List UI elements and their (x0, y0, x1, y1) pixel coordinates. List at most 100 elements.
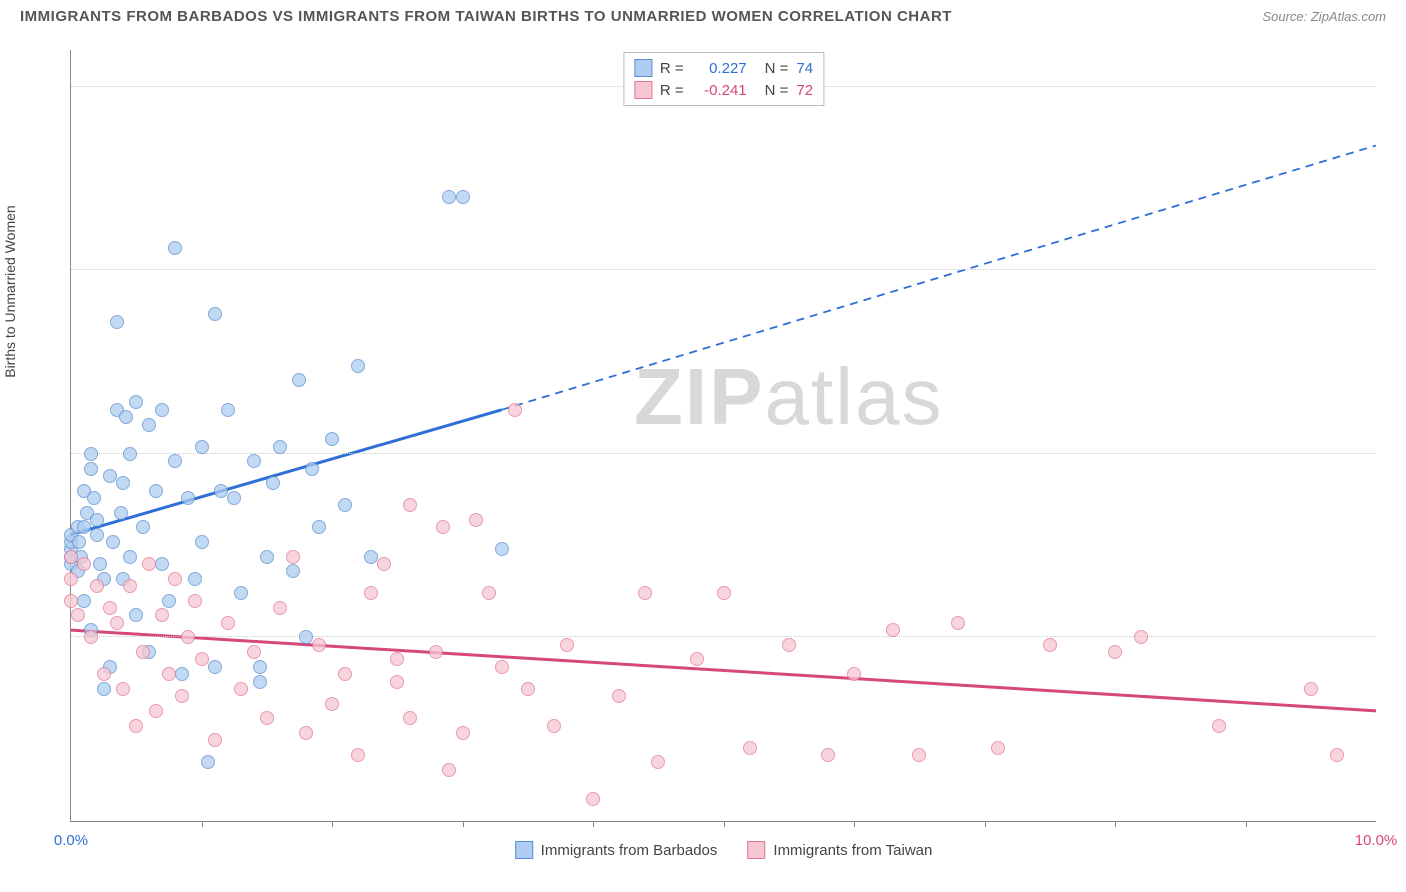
scatter-point (299, 726, 313, 740)
x-minor-tick (463, 821, 464, 827)
scatter-point (162, 594, 176, 608)
r-label: R = (660, 82, 684, 99)
scatter-point (429, 645, 443, 659)
x-minor-tick (593, 821, 594, 827)
scatter-point (77, 557, 91, 571)
scatter-point (90, 528, 104, 542)
scatter-point (142, 557, 156, 571)
scatter-point (403, 498, 417, 512)
scatter-point (273, 440, 287, 454)
scatter-point (292, 373, 306, 387)
scatter-point (149, 704, 163, 718)
x-tick-label: 0.0% (54, 832, 88, 849)
scatter-point (72, 535, 86, 549)
scatter-point (1043, 638, 1057, 652)
scatter-point (495, 542, 509, 556)
scatter-point (325, 697, 339, 711)
scatter-point (912, 748, 926, 762)
scatter-point (1212, 719, 1226, 733)
scatter-point (305, 462, 319, 476)
legend-series-label: Immigrants from Taiwan (773, 842, 932, 859)
scatter-point (234, 682, 248, 696)
scatter-point (110, 315, 124, 329)
plot-area: ZIPatlas R =0.227N =74R =-0.241N =72 Imm… (70, 50, 1376, 822)
scatter-point (129, 395, 143, 409)
scatter-point (260, 711, 274, 725)
scatter-point (886, 623, 900, 637)
scatter-point (338, 667, 352, 681)
trend-lines (71, 50, 1376, 821)
gridline-h (71, 453, 1376, 454)
x-minor-tick (332, 821, 333, 827)
scatter-point (227, 491, 241, 505)
watermark-zip: ZIP (634, 352, 764, 441)
x-minor-tick (985, 821, 986, 827)
scatter-point (508, 403, 522, 417)
scatter-point (188, 594, 202, 608)
scatter-point (77, 520, 91, 534)
watermark: ZIPatlas (634, 351, 943, 443)
scatter-point (951, 616, 965, 630)
scatter-point (221, 403, 235, 417)
scatter-point (116, 682, 130, 696)
legend-swatch (634, 81, 652, 99)
scatter-point (325, 432, 339, 446)
series-legend: Immigrants from Barbados Immigrants from … (515, 841, 933, 859)
scatter-point (168, 454, 182, 468)
scatter-point (208, 733, 222, 747)
scatter-point (495, 660, 509, 674)
scatter-point (175, 689, 189, 703)
scatter-point (123, 550, 137, 564)
r-label: R = (660, 60, 684, 77)
legend-series-item: Immigrants from Taiwan (747, 841, 932, 859)
scatter-point (351, 748, 365, 762)
scatter-point (175, 667, 189, 681)
scatter-point (1108, 645, 1122, 659)
legend-swatch (747, 841, 765, 859)
scatter-point (312, 520, 326, 534)
scatter-point (208, 307, 222, 321)
scatter-point (71, 608, 85, 622)
scatter-point (149, 484, 163, 498)
scatter-point (97, 682, 111, 696)
scatter-point (273, 601, 287, 615)
n-value: 74 (796, 60, 813, 77)
scatter-point (436, 520, 450, 534)
scatter-point (847, 667, 861, 681)
scatter-point (469, 513, 483, 527)
scatter-point (129, 608, 143, 622)
scatter-point (782, 638, 796, 652)
scatter-point (390, 652, 404, 666)
scatter-point (103, 469, 117, 483)
scatter-point (188, 572, 202, 586)
scatter-point (253, 660, 267, 674)
scatter-point (114, 506, 128, 520)
scatter-point (155, 608, 169, 622)
scatter-point (123, 447, 137, 461)
y-tick-label: 75.0% (1386, 245, 1406, 262)
gridline-h (71, 269, 1376, 270)
scatter-point (162, 667, 176, 681)
scatter-point (1134, 630, 1148, 644)
n-label: N = (765, 82, 789, 99)
scatter-point (312, 638, 326, 652)
scatter-point (195, 652, 209, 666)
scatter-point (286, 550, 300, 564)
scatter-point (136, 645, 150, 659)
scatter-point (123, 579, 137, 593)
scatter-point (260, 550, 274, 564)
scatter-point (208, 660, 222, 674)
y-tick-label: 100.0% (1386, 61, 1406, 78)
legend-series-label: Immigrants from Barbados (541, 842, 718, 859)
scatter-point (338, 498, 352, 512)
scatter-point (547, 719, 561, 733)
n-label: N = (765, 60, 789, 77)
scatter-point (612, 689, 626, 703)
scatter-point (129, 719, 143, 733)
scatter-point (586, 792, 600, 806)
x-minor-tick (202, 821, 203, 827)
scatter-point (155, 557, 169, 571)
scatter-point (560, 638, 574, 652)
legend-swatch (515, 841, 533, 859)
scatter-point (168, 572, 182, 586)
